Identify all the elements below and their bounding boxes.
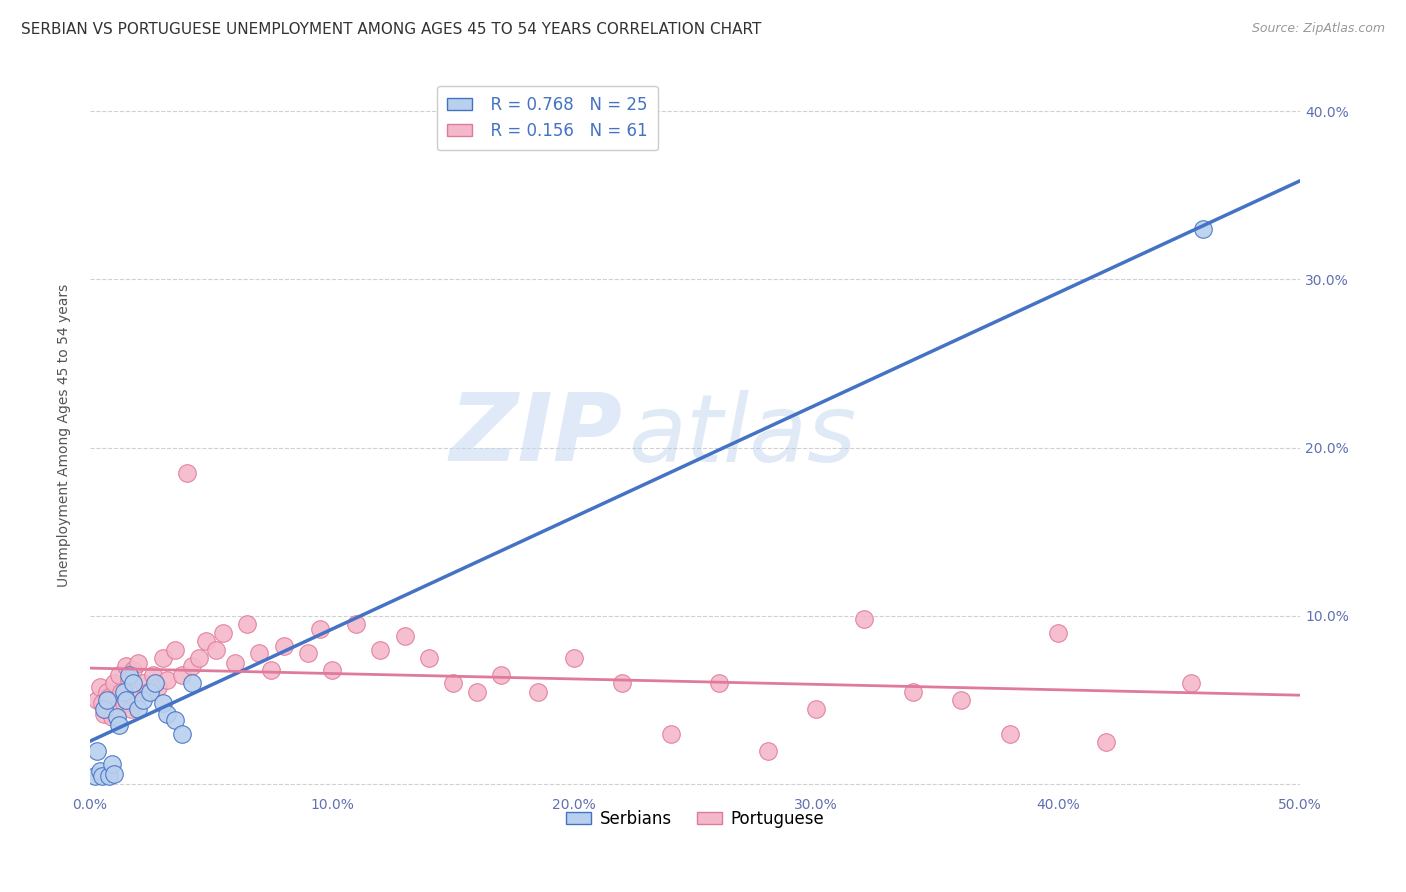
Point — [93, 706, 115, 721]
Point — [224, 656, 246, 670]
Point — [901, 684, 924, 698]
Point — [152, 697, 174, 711]
Point — [110, 684, 132, 698]
Point — [86, 743, 108, 757]
Point — [118, 673, 141, 687]
Point — [297, 646, 319, 660]
Point — [112, 697, 135, 711]
Point — [394, 629, 416, 643]
Point — [83, 769, 105, 783]
Point — [187, 651, 209, 665]
Point — [212, 625, 235, 640]
Y-axis label: Unemployment Among Ages 45 to 54 years: Unemployment Among Ages 45 to 54 years — [58, 284, 72, 587]
Point — [91, 697, 114, 711]
Point — [118, 668, 141, 682]
Point — [659, 727, 682, 741]
Point — [115, 693, 138, 707]
Point — [146, 680, 169, 694]
Point — [100, 710, 122, 724]
Point — [344, 617, 367, 632]
Point — [1047, 625, 1070, 640]
Point — [120, 701, 142, 715]
Point — [89, 680, 111, 694]
Point — [180, 676, 202, 690]
Point — [136, 684, 159, 698]
Text: SERBIAN VS PORTUGUESE UNEMPLOYMENT AMONG AGES 45 TO 54 YEARS CORRELATION CHART: SERBIAN VS PORTUGUESE UNEMPLOYMENT AMONG… — [21, 22, 762, 37]
Point — [1095, 735, 1118, 749]
Point — [273, 639, 295, 653]
Point — [612, 676, 634, 690]
Point — [96, 693, 118, 707]
Point — [108, 718, 131, 732]
Point — [143, 676, 166, 690]
Point — [950, 693, 973, 707]
Point — [100, 757, 122, 772]
Text: atlas: atlas — [628, 390, 856, 481]
Point — [91, 769, 114, 783]
Point — [105, 701, 128, 715]
Point — [156, 706, 179, 721]
Point — [93, 701, 115, 715]
Point — [709, 676, 731, 690]
Point — [108, 668, 131, 682]
Point — [139, 684, 162, 698]
Point — [115, 659, 138, 673]
Point — [163, 714, 186, 728]
Legend: Serbians, Portuguese: Serbians, Portuguese — [560, 803, 831, 834]
Point — [156, 673, 179, 687]
Point — [122, 663, 145, 677]
Point — [804, 701, 827, 715]
Text: ZIP: ZIP — [450, 389, 623, 481]
Point — [236, 617, 259, 632]
Point — [526, 684, 548, 698]
Point — [853, 612, 876, 626]
Point — [112, 684, 135, 698]
Point — [204, 642, 226, 657]
Point — [103, 676, 125, 690]
Point — [127, 701, 149, 715]
Point — [152, 651, 174, 665]
Point — [170, 668, 193, 682]
Point — [370, 642, 392, 657]
Point — [562, 651, 585, 665]
Point — [89, 764, 111, 778]
Point — [163, 642, 186, 657]
Text: Source: ZipAtlas.com: Source: ZipAtlas.com — [1251, 22, 1385, 36]
Point — [96, 684, 118, 698]
Point — [132, 676, 155, 690]
Point — [142, 668, 165, 682]
Point — [180, 659, 202, 673]
Point — [491, 668, 513, 682]
Point — [308, 623, 330, 637]
Point — [105, 710, 128, 724]
Point — [321, 663, 343, 677]
Point — [98, 690, 121, 704]
Point — [86, 693, 108, 707]
Point — [122, 676, 145, 690]
Point — [441, 676, 464, 690]
Point — [132, 693, 155, 707]
Point — [98, 769, 121, 783]
Point — [127, 656, 149, 670]
Point — [998, 727, 1021, 741]
Point — [756, 743, 779, 757]
Point — [1180, 676, 1202, 690]
Point — [465, 684, 488, 698]
Point — [247, 646, 270, 660]
Point — [418, 651, 440, 665]
Point — [260, 663, 283, 677]
Point — [1192, 222, 1215, 236]
Point — [170, 727, 193, 741]
Point — [195, 634, 218, 648]
Point — [103, 767, 125, 781]
Point — [125, 693, 148, 707]
Point — [176, 466, 198, 480]
